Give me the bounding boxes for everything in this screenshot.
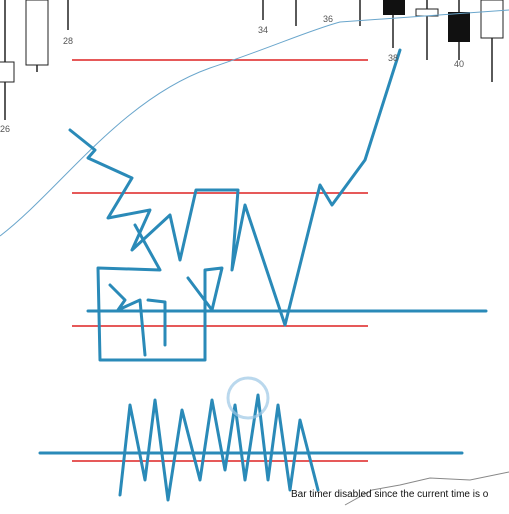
moving-average <box>0 9 509 237</box>
levels <box>72 59 368 462</box>
x-tick-label: 36 <box>323 14 333 24</box>
status-message: Bar timer disabled since the current tim… <box>291 489 489 500</box>
drawings <box>38 48 509 506</box>
x-tick-label: 26 <box>0 124 10 134</box>
x-tick-label: 40 <box>454 59 464 69</box>
candles <box>0 0 504 120</box>
x-tick-label: 34 <box>258 25 268 35</box>
x-tick-label: 38 <box>388 53 398 63</box>
x-tick-label: 28 <box>63 36 73 46</box>
